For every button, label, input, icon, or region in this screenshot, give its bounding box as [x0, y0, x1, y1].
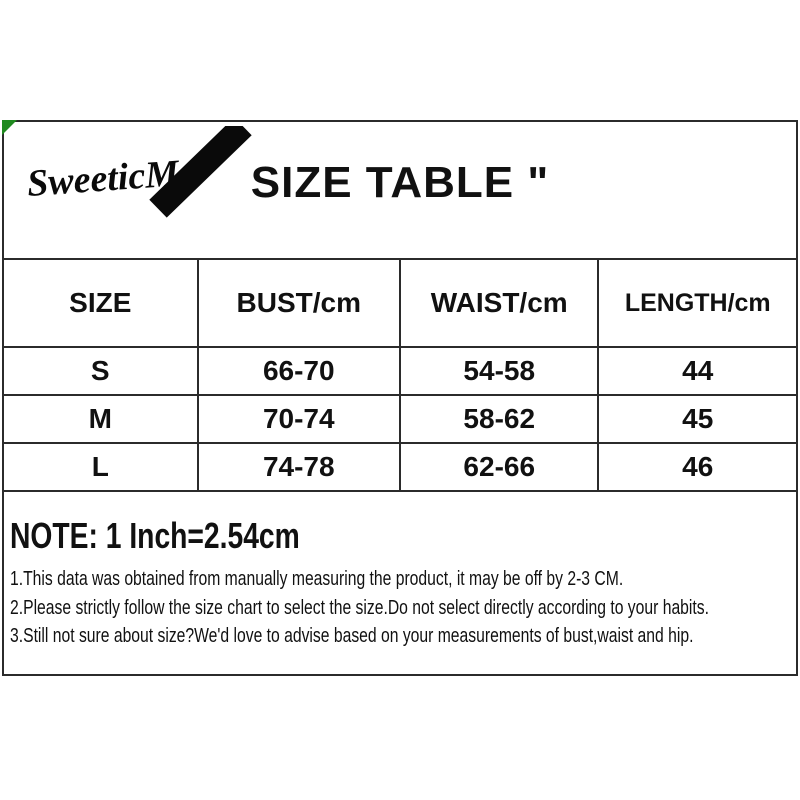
- cell-length: 45: [597, 394, 798, 444]
- table-row-m: M 70-74 58-62 45: [2, 394, 798, 444]
- note-section: NOTE: 1 Inch=2.54cm 1.This data was obta…: [10, 516, 800, 651]
- cell-waist: 62-66: [398, 442, 600, 492]
- note-heading: NOTE: 1 Inch=2.54cm: [10, 515, 300, 556]
- size-table: SIZE BUST/cm WAIST/cm LENGTH/cm S 66-70 …: [2, 258, 798, 492]
- size-table-header-row: SIZE BUST/cm WAIST/cm LENGTH/cm: [2, 258, 798, 348]
- page-title: SIZE TABLE ": [250, 158, 550, 207]
- cell-size: L: [2, 442, 199, 492]
- cell-bust: 70-74: [196, 394, 401, 444]
- table-row-l: L 74-78 62-66 46: [2, 442, 798, 492]
- table-row-s: S 66-70 54-58 44: [2, 346, 798, 396]
- note-item-1: 1.This data was obtained from manually m…: [10, 568, 624, 590]
- cell-length: 44: [597, 346, 798, 396]
- header-bust: BUST/cm: [196, 258, 401, 348]
- header-length: LENGTH/cm: [597, 258, 798, 348]
- cell-waist: 54-58: [398, 346, 600, 396]
- content-box: SweeticMe SIZE TABLE " SIZE BUST/cm WAIS…: [2, 120, 798, 676]
- cell-bust: 74-78: [196, 442, 401, 492]
- cell-length: 46: [597, 442, 798, 492]
- note-item-2: 2.Please strictly follow the size chart …: [10, 596, 709, 619]
- cell-size: S: [2, 346, 199, 396]
- header-waist: WAIST/cm: [398, 258, 600, 348]
- header-size: SIZE: [2, 258, 199, 348]
- cell-bust: 66-70: [196, 346, 401, 396]
- brand-logo: SweeticMe: [26, 126, 252, 218]
- brand-logo-stripe: [149, 126, 252, 218]
- cell-waist: 58-62: [398, 394, 600, 444]
- note-item-3: 3.Still not sure about size?We'd love to…: [10, 625, 694, 647]
- cell-size: M: [2, 394, 199, 444]
- green-corner-mark: [2, 120, 17, 135]
